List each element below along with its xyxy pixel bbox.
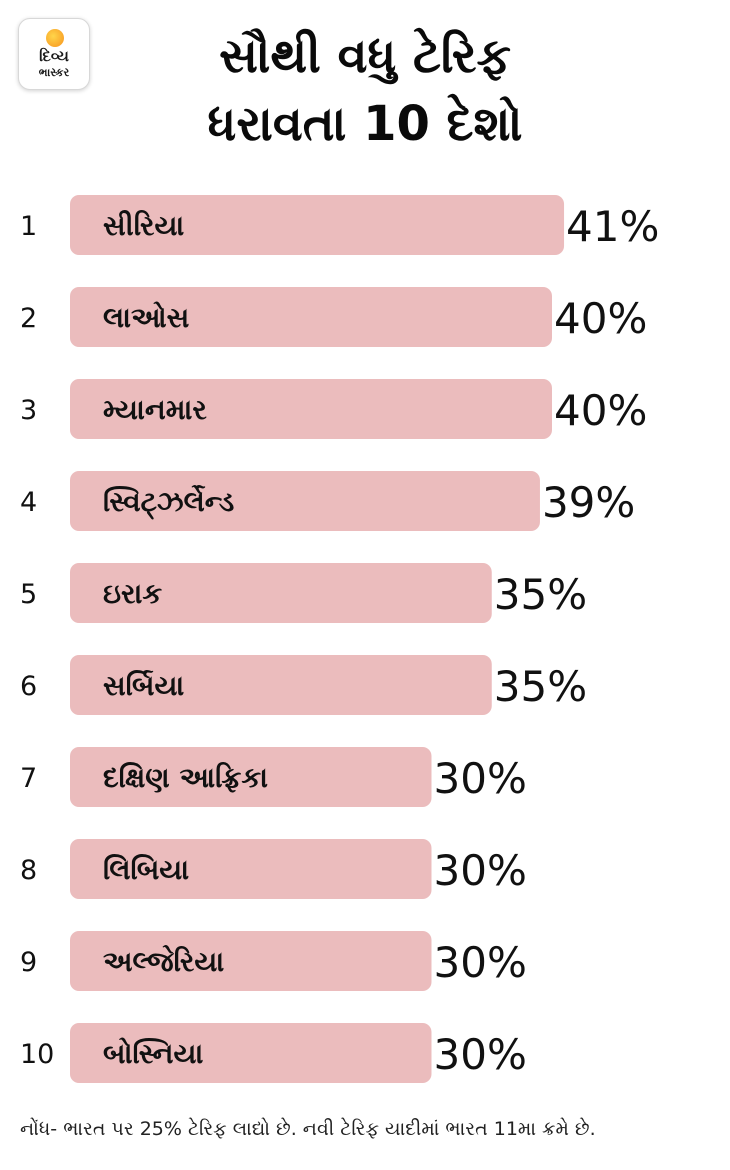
country-label: લાઓસ — [103, 301, 190, 334]
bar — [70, 379, 552, 439]
value-label: 30% — [434, 1030, 527, 1079]
value-label: 40% — [554, 386, 647, 435]
chart-title-line2: ધરાવતા 10 દેશો — [207, 96, 523, 152]
value-label: 40% — [554, 294, 647, 343]
country-label: સીરિયા — [103, 209, 184, 242]
rank-label: 4 — [20, 487, 37, 518]
value-label: 35% — [494, 570, 587, 619]
bar — [70, 839, 432, 899]
rank-label: 3 — [20, 395, 37, 426]
value-label: 30% — [434, 754, 527, 803]
brand-logo: દિવ્ય ભાસ્કર — [18, 18, 90, 90]
country-label: અલ્જેરિયા — [103, 945, 224, 978]
rank-label: 1 — [20, 211, 37, 242]
value-label: 30% — [434, 846, 527, 895]
chart-title-line1: સૌથી વધુ ટેરિફ — [219, 28, 511, 84]
brand-name-line1: દિવ્ય — [39, 47, 69, 65]
bar — [70, 471, 540, 531]
country-label: મ્યાનમાર — [103, 393, 207, 426]
chart-title: સૌથી વધુ ટેરિફ ધરાવતા 10 દેશો — [110, 22, 620, 158]
rank-label: 10 — [20, 1039, 54, 1070]
rank-label: 7 — [20, 763, 37, 794]
bar — [70, 195, 565, 255]
value-label: 41% — [566, 202, 659, 251]
rank-label: 8 — [20, 855, 37, 886]
bar — [70, 1023, 432, 1083]
footnote: નોંધ- ભારત પર 25% ટેરિફ લાદ્યો છે. નવી ટ… — [20, 1118, 596, 1140]
bar — [70, 655, 492, 715]
sun-icon — [46, 29, 64, 47]
value-label: 30% — [434, 938, 527, 987]
rank-label: 6 — [20, 671, 37, 702]
country-label: લિબિયા — [103, 853, 189, 886]
bar — [70, 563, 492, 623]
value-label: 39% — [542, 478, 635, 527]
bar-chart: 1 સીરિયા 41% 2 લાઓસ 40% 3 મ્યાનમાર 40% 4 સ્વિટ્ઝર્… — [20, 195, 659, 1083]
bar — [70, 747, 432, 807]
country-label: દક્ષિણ આફ્રિકા — [103, 761, 268, 794]
bar — [70, 931, 432, 991]
rank-label: 9 — [20, 947, 37, 978]
brand-name-line2: ભાસ્કર — [38, 66, 70, 79]
rank-label: 2 — [20, 303, 37, 334]
country-label: ઇરાક — [103, 577, 162, 610]
value-label: 35% — [494, 662, 587, 711]
country-label: સર્બિયા — [103, 669, 184, 702]
rank-label: 5 — [20, 579, 37, 610]
bar — [70, 287, 552, 347]
country-label: બોસ્નિયા — [103, 1037, 203, 1070]
country-label: સ્વિટ્ઝર્લેન્ડ — [103, 485, 234, 520]
